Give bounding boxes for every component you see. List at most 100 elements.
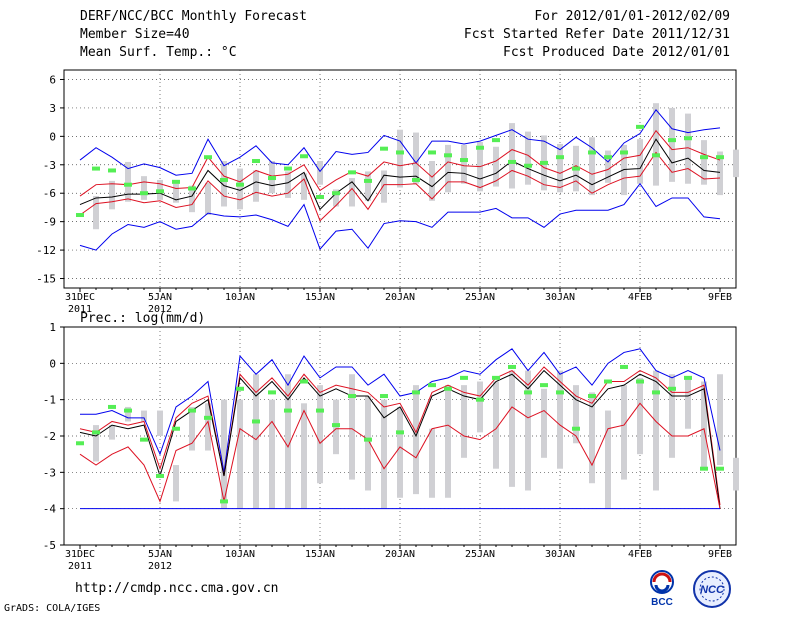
panel1-range-bar (637, 139, 643, 184)
panel2-xtick-label: 25JAN (465, 549, 495, 560)
panel1-ytick-label: 6 (49, 73, 56, 86)
panel2-ytick-label: -4 (43, 503, 57, 516)
panel1-observed-mark (364, 178, 372, 183)
header-left: DERF/NCC/BCC Monthly Forecast Member Size… (80, 8, 307, 62)
panel2-range-bar (269, 399, 275, 509)
panel1-range-bar (381, 170, 387, 203)
panel1-range-bar (205, 182, 211, 216)
panel1-range-bar (301, 173, 307, 200)
panel1-ytick-label: 0 (49, 130, 56, 143)
panel2-range-bar (685, 377, 691, 429)
panel2-xtick-year: 2011 (68, 561, 92, 572)
panel2-range-bar (253, 374, 259, 509)
ncc-logo-inner (699, 576, 725, 602)
panel2-xtick-label: 5JAN (148, 549, 172, 560)
ncc-logo: NCC (693, 570, 731, 608)
panel2-observed-mark (668, 386, 676, 391)
panel2-observed-mark (684, 375, 692, 380)
panel1-observed-mark (316, 195, 324, 200)
panel2-range-bar (461, 385, 467, 458)
panel2-range-bar (429, 428, 435, 498)
panel2-range-bar (109, 425, 115, 440)
panel1-ytick-label: -3 (43, 159, 56, 172)
panel1-range-bar (717, 151, 723, 196)
panel2-observed-mark (92, 430, 100, 435)
panel1-range-bar (397, 129, 403, 188)
panel2-ytick-label: 1 (49, 321, 56, 334)
bcc-logo-text: BCC (651, 597, 673, 608)
panel2-observed-mark (300, 379, 308, 384)
panel1-range-bar (109, 180, 115, 210)
panel2-observed-mark (380, 394, 388, 399)
panel2-observed-mark (284, 408, 292, 413)
panel1-xtick-label: 20JAN (385, 292, 415, 303)
panel2-series-upper (79, 366, 721, 506)
panel1-range-bar (525, 131, 531, 185)
panel2-observed-mark (444, 386, 452, 391)
panel1-xtick-label: 31DEC (65, 292, 95, 303)
panel1-range-bar (365, 171, 371, 201)
panel1-observed-mark (444, 153, 452, 158)
panel1-observed-mark (108, 168, 116, 173)
panel2-range-bar (141, 410, 147, 422)
panel1-observed-mark (396, 150, 404, 155)
panel1-observed-mark (524, 163, 532, 168)
panel1-range-bar (173, 183, 179, 203)
panel2-observed-mark (428, 383, 436, 388)
panel1-xtick-label: 30JAN (545, 292, 575, 303)
panel2-range-bar (653, 370, 659, 491)
panel1-observed-mark (332, 191, 340, 196)
header-right: For 2012/01/01-2012/02/09 Fcst Started Re… (464, 8, 730, 62)
panel2-range-bar (413, 385, 419, 495)
panel2-observed-mark (252, 419, 260, 424)
ncc-logo-text: NCC (700, 584, 725, 596)
panel1-observed-mark (620, 150, 628, 155)
panel2-range-bar (493, 381, 499, 469)
bcc-logo-arc2 (654, 584, 670, 593)
panel2-observed-mark (700, 466, 708, 471)
panel2-series-lower (79, 402, 721, 509)
panel2-observed-mark (524, 390, 532, 395)
panel2-range-bar (605, 410, 611, 509)
source-url[interactable]: http://cmdp.ncc.cma.gov.cn (75, 581, 279, 596)
panel1-ytick-label: 3 (49, 102, 56, 115)
panel2-range-bar (189, 406, 195, 451)
panel1-xtick-label: 5JAN (148, 292, 172, 303)
panel1-series-upper (79, 129, 721, 197)
panel2-observed-mark (572, 426, 580, 431)
panel2-ytick-label: -3 (43, 466, 56, 479)
panel2-observed-mark (636, 379, 644, 384)
panel2-range-bar (221, 399, 227, 509)
panel2-observed-mark (188, 408, 196, 413)
panel2-observed-mark (604, 379, 612, 384)
panel2-range-bar (237, 399, 243, 509)
panel1-range-bar (509, 123, 515, 189)
panel1-observed-mark (476, 145, 484, 150)
panel2-ytick-label: -1 (43, 394, 56, 407)
panel1-xtick-label: 10JAN (225, 292, 255, 303)
panel1-observed-mark (604, 155, 612, 160)
panel1-range-bar (333, 189, 339, 207)
panel2-range-bar (173, 465, 179, 502)
panel1-observed-mark (268, 176, 276, 181)
panel1-range-bar (349, 178, 355, 207)
panel1-range-bar (125, 161, 131, 202)
panel1-range-bar (253, 170, 259, 202)
bcc-logo: BCC (650, 570, 674, 608)
panel2-xtick-label: 31DEC (65, 549, 95, 560)
panel2-ytick-label: 0 (49, 357, 56, 370)
panel1-observed-mark (220, 177, 228, 182)
panel1-range-bar (429, 160, 435, 201)
panel1-observed-mark (188, 186, 196, 191)
panel2-xtick-label: 9FEB (708, 549, 732, 560)
panel1-observed-mark (76, 213, 84, 218)
grads-credit: GrADS: COLA/IGES (4, 603, 101, 614)
panel1-series-mean (79, 138, 721, 211)
panel2-range-bar (717, 374, 723, 466)
panel1-observed-mark (636, 124, 644, 129)
panel2-observed-mark (236, 386, 244, 391)
panel1-series-max (79, 108, 721, 176)
panel1-range-bar (653, 103, 659, 186)
panel1-observed-mark (716, 155, 724, 160)
